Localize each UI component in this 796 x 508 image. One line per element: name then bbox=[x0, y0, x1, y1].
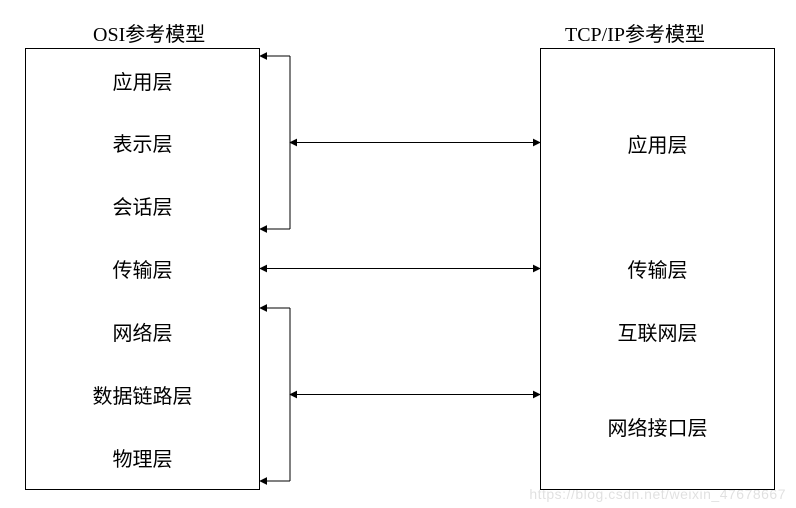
osi-layer-label: 应用层 bbox=[113, 66, 173, 95]
osi-layer-label: 传输层 bbox=[113, 254, 173, 283]
osi-layer: 物理层 bbox=[25, 426, 260, 490]
osi-layer-label: 会话层 bbox=[113, 191, 173, 220]
osi-stack: 应用层表示层会话层传输层网络层数据链路层物理层 bbox=[25, 48, 260, 489]
osi-title: OSI参考模型 bbox=[93, 18, 205, 47]
tcpip-layer-label: 传输层 bbox=[628, 254, 688, 283]
osi-layer: 数据链路层 bbox=[25, 363, 260, 427]
osi-layer: 会话层 bbox=[25, 174, 260, 238]
diagram-stage: OSI参考模型 TCP/IP参考模型 应用层表示层会话层传输层网络层数据链路层物… bbox=[0, 0, 796, 508]
tcpip-title: TCP/IP参考模型 bbox=[565, 18, 705, 47]
tcpip-layer: 网络接口层 bbox=[540, 363, 775, 490]
tcpip-layer: 应用层 bbox=[540, 48, 775, 238]
osi-layer-label: 网络层 bbox=[113, 317, 173, 346]
tcpip-stack: 应用层传输层互联网层网络接口层 bbox=[540, 48, 775, 489]
tcpip-layer-label: 网络接口层 bbox=[608, 412, 708, 441]
tcpip-layer: 传输层 bbox=[540, 237, 775, 301]
osi-layer: 应用层 bbox=[25, 48, 260, 112]
osi-layer: 表示层 bbox=[25, 111, 260, 175]
osi-layer: 网络层 bbox=[25, 300, 260, 364]
watermark: https://blog.csdn.net/weixin_47678667 bbox=[529, 486, 786, 502]
osi-layer-label: 物理层 bbox=[113, 443, 173, 472]
osi-layer: 传输层 bbox=[25, 237, 260, 301]
tcpip-layer-label: 互联网层 bbox=[618, 317, 698, 346]
tcpip-layer-label: 应用层 bbox=[628, 129, 688, 158]
osi-layer-label: 表示层 bbox=[113, 128, 173, 157]
tcpip-layer: 互联网层 bbox=[540, 300, 775, 364]
osi-layer-label: 数据链路层 bbox=[93, 380, 193, 409]
